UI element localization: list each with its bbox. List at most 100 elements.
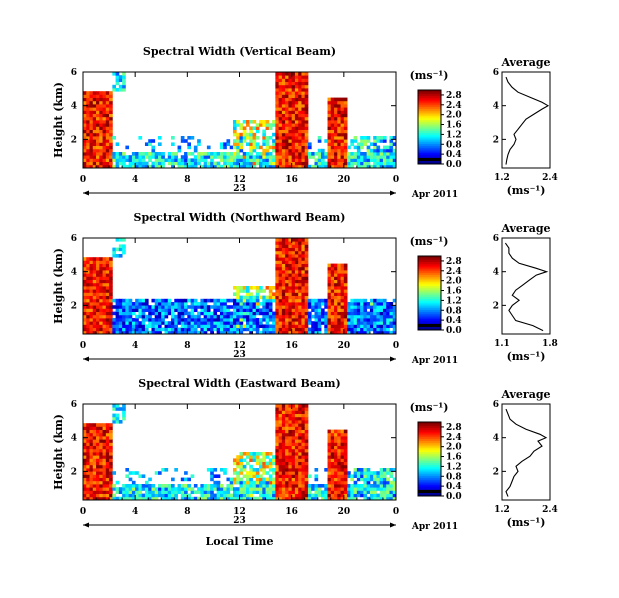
heatmap-cell bbox=[379, 327, 384, 332]
heatmap-cell bbox=[197, 324, 201, 328]
heatmap-cell bbox=[109, 100, 113, 105]
heatmap-cell bbox=[262, 139, 266, 143]
heatmap-cell bbox=[307, 318, 312, 322]
heatmap-cell bbox=[174, 152, 178, 156]
heatmap-cell bbox=[255, 496, 260, 501]
heatmap-cell bbox=[268, 164, 273, 169]
heatmap-cell bbox=[298, 308, 302, 312]
heatmap-cell bbox=[337, 314, 341, 319]
heatmap-cell bbox=[187, 477, 191, 482]
heatmap-cell bbox=[259, 493, 263, 498]
heatmap-cell bbox=[96, 432, 100, 437]
heatmap-cell bbox=[268, 493, 273, 498]
heatmap-cell bbox=[285, 126, 289, 130]
heatmap-cell bbox=[281, 324, 286, 328]
heatmap-cell bbox=[102, 295, 107, 300]
heatmap-cell bbox=[109, 139, 113, 143]
x-tick-label: 0 bbox=[80, 175, 86, 185]
colorbar-swatch bbox=[418, 104, 441, 108]
heatmap-cell bbox=[187, 164, 191, 169]
heatmap-cell bbox=[304, 161, 309, 166]
heatmap-cell bbox=[301, 164, 306, 169]
heatmap-cell bbox=[99, 263, 103, 268]
heatmap-cell bbox=[83, 468, 87, 472]
heatmap-cell bbox=[92, 477, 97, 482]
heatmap-cell bbox=[265, 321, 270, 325]
heatmap-cell bbox=[252, 474, 257, 478]
heatmap-cell bbox=[281, 273, 286, 277]
colorbar-swatch bbox=[418, 154, 441, 157]
heatmap-cell bbox=[86, 126, 90, 130]
heatmap-cell bbox=[193, 308, 198, 312]
heatmap-cell bbox=[327, 104, 332, 108]
heatmap-cell bbox=[86, 123, 90, 127]
heatmap-cell bbox=[278, 487, 283, 491]
heatmap-cell bbox=[118, 152, 123, 156]
heatmap-cell bbox=[255, 298, 260, 303]
heatmap-cell bbox=[389, 324, 394, 328]
heatmap-cell bbox=[92, 487, 97, 491]
heatmap-cell bbox=[356, 484, 361, 488]
heatmap-cell bbox=[330, 276, 335, 280]
heatmap-cell bbox=[232, 161, 237, 166]
heatmap-cell bbox=[135, 298, 139, 303]
heatmap-cell bbox=[105, 484, 110, 488]
heatmap-cell bbox=[340, 104, 345, 108]
heatmap-cell bbox=[350, 152, 355, 156]
colorbar-swatch bbox=[418, 97, 441, 100]
y-tick-label: 6 bbox=[71, 400, 77, 410]
heatmap-cell bbox=[360, 152, 364, 156]
heatmap-cell bbox=[281, 126, 286, 130]
heatmap-cell bbox=[83, 263, 87, 268]
heatmap-cell bbox=[171, 321, 175, 325]
heatmap-cell bbox=[288, 455, 293, 459]
heatmap-cell bbox=[83, 282, 87, 287]
heatmap-cell bbox=[174, 330, 178, 335]
heatmap-cell bbox=[285, 279, 289, 284]
heatmap-cell bbox=[330, 496, 335, 501]
heatmap-cell bbox=[187, 142, 191, 146]
heatmap-cell bbox=[268, 286, 273, 290]
heatmap-cell bbox=[115, 321, 120, 325]
heatmap-cell bbox=[99, 155, 103, 159]
heatmap-cell bbox=[216, 155, 221, 159]
heatmap-cell bbox=[285, 496, 289, 501]
heatmap-cell bbox=[131, 155, 136, 159]
colorbar-swatch bbox=[418, 127, 441, 130]
heatmap-cell bbox=[236, 474, 240, 478]
heatmap-cell bbox=[382, 496, 387, 501]
heatmap-cell bbox=[102, 305, 107, 309]
colorbar-swatch bbox=[418, 265, 441, 268]
heatmap-cell bbox=[285, 164, 289, 169]
heatmap-cell bbox=[86, 292, 90, 296]
heatmap-cell bbox=[96, 139, 100, 143]
colorbar-swatch bbox=[418, 128, 441, 132]
heatmap-cell bbox=[272, 123, 276, 127]
heatmap-cell bbox=[278, 129, 283, 134]
heatmap-cell bbox=[213, 305, 218, 309]
heatmap-cell bbox=[275, 161, 280, 166]
heatmap-cell bbox=[356, 161, 361, 166]
colorbar-underflow-band bbox=[418, 158, 441, 161]
heatmap-cell bbox=[96, 161, 100, 166]
heatmap-cell bbox=[386, 480, 390, 485]
heatmap-cell bbox=[232, 330, 237, 335]
heatmap-cell bbox=[334, 461, 338, 466]
x-tick-label: 4 bbox=[132, 507, 138, 517]
heatmap-cell bbox=[304, 145, 309, 150]
heatmap-cell bbox=[99, 426, 103, 430]
heatmap-cell bbox=[281, 148, 286, 153]
heatmap-cell bbox=[281, 136, 286, 140]
heatmap-cell bbox=[314, 474, 319, 478]
heatmap-cell bbox=[363, 468, 368, 472]
heatmap-cell bbox=[161, 164, 165, 169]
heatmap-cell bbox=[275, 302, 280, 306]
heatmap-cell bbox=[337, 270, 341, 274]
heatmap-cell bbox=[301, 464, 306, 469]
colorbar-swatch bbox=[418, 425, 441, 428]
heatmap-cell bbox=[242, 302, 247, 306]
heatmap-cell bbox=[226, 324, 231, 328]
heatmap-cell bbox=[102, 270, 107, 274]
heatmap-cell bbox=[92, 276, 97, 280]
heatmap-cell bbox=[96, 158, 100, 162]
